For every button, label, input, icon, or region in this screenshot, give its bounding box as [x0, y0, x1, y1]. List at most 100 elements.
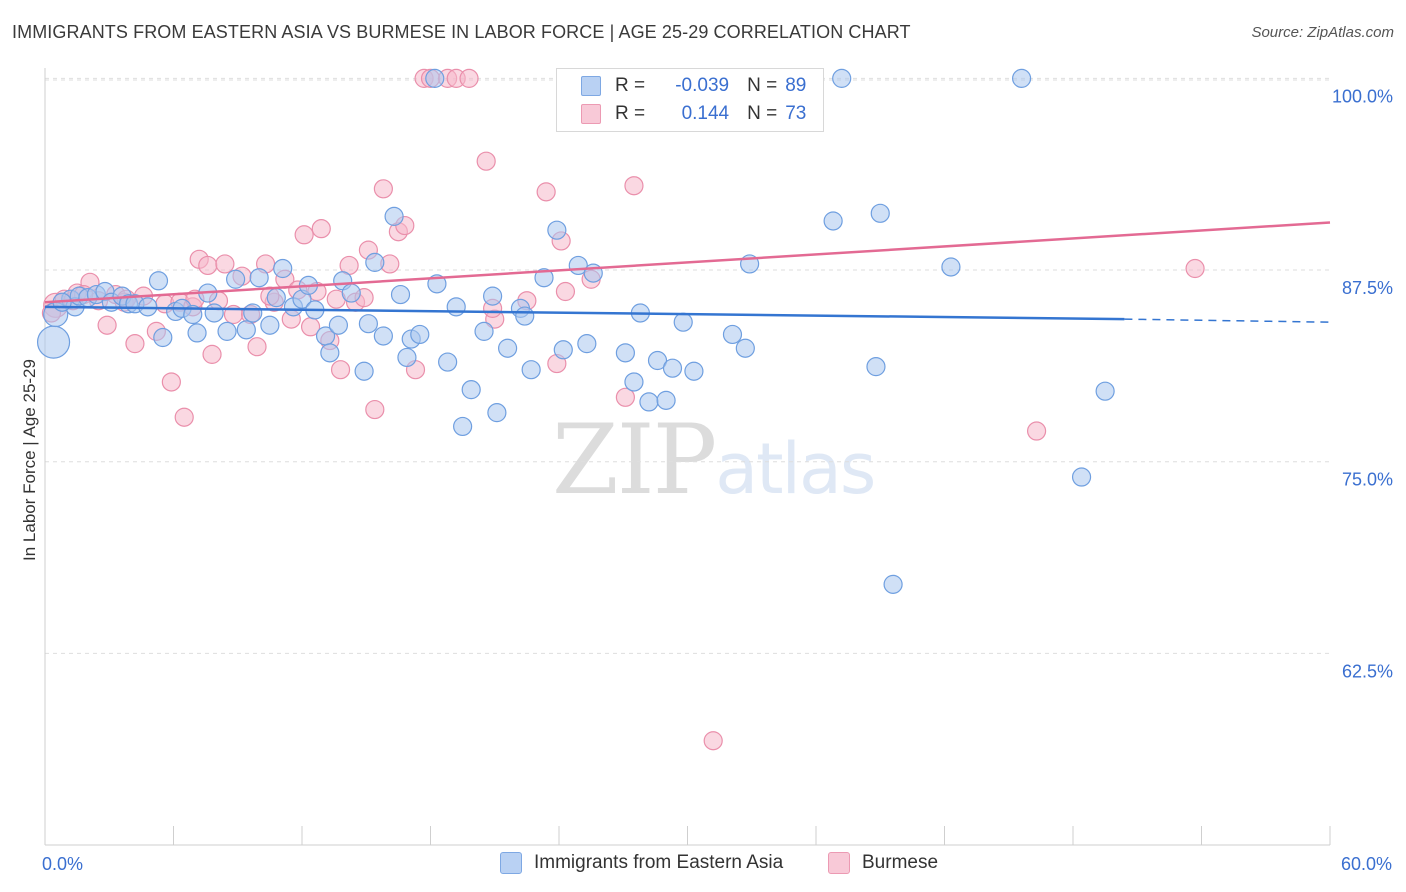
point-eastern-asia — [615, 343, 635, 363]
point-burmese — [615, 387, 635, 407]
point-eastern-asia — [553, 340, 573, 360]
trendline-eastern-asia — [44, 305, 1125, 321]
watermark-zip: ZIP — [552, 404, 717, 516]
bottom-legend-label: Burmese — [862, 852, 939, 873]
point-eastern-asia — [187, 323, 207, 343]
point-burmese — [215, 254, 235, 274]
x-tick-label: 60.0% — [1341, 854, 1392, 874]
y-tick-label: 87.5% — [1342, 278, 1393, 298]
point-eastern-asia — [673, 312, 693, 332]
point-eastern-asia — [866, 357, 886, 377]
point-burmese — [311, 219, 331, 239]
legend-n-label: N = — [747, 75, 778, 96]
legend-r-value: -0.039 — [675, 75, 730, 96]
y-axis-label: In Labor Force | Age 25-29 — [20, 359, 39, 561]
legend: R = -0.039 N = 89 R = 0.144 N = 73 — [556, 68, 824, 132]
point-eastern-asia — [153, 327, 173, 348]
bottom-legend-label: Immigrants from Eastern Asia — [534, 852, 784, 873]
point-eastern-asia — [474, 321, 494, 341]
point-eastern-asia — [438, 352, 458, 372]
point-burmese — [703, 731, 723, 751]
point-eastern-asia — [487, 403, 507, 423]
point-eastern-asia — [148, 271, 169, 291]
points-layer — [36, 68, 1205, 751]
point-eastern-asia — [390, 284, 411, 305]
point-eastern-asia — [823, 211, 843, 231]
legend-r-label: R = — [615, 75, 646, 96]
point-eastern-asia — [547, 220, 567, 240]
point-burmese — [373, 179, 393, 199]
point-eastern-asia — [1095, 381, 1115, 401]
point-eastern-asia — [656, 390, 676, 410]
legend-n-value: 89 — [785, 75, 807, 96]
point-eastern-asia — [373, 326, 393, 346]
point-burmese — [97, 315, 117, 335]
point-eastern-asia — [249, 268, 269, 288]
point-eastern-asia — [461, 380, 481, 400]
point-eastern-asia — [870, 203, 890, 223]
legend-n-label: N = — [747, 103, 778, 124]
point-eastern-asia — [832, 68, 852, 88]
point-burmese — [330, 360, 351, 380]
point-eastern-asia — [320, 343, 340, 363]
point-eastern-asia — [36, 325, 71, 359]
point-eastern-asia — [577, 334, 597, 354]
point-burmese — [459, 68, 479, 88]
point-eastern-asia — [328, 315, 349, 335]
x-tick-label: 0.0% — [42, 854, 83, 874]
point-burmese — [476, 151, 496, 171]
point-eastern-asia — [515, 306, 535, 326]
chart-title: IMMIGRANTS FROM EASTERN ASIA VS BURMESE … — [12, 22, 911, 42]
bottom-legend-swatch-pink — [828, 852, 850, 874]
point-burmese — [555, 281, 576, 302]
point-eastern-asia — [354, 361, 374, 381]
point-eastern-asia — [236, 320, 256, 340]
axis-layer — [44, 68, 1331, 846]
point-burmese — [365, 399, 385, 420]
point-eastern-asia — [425, 68, 445, 88]
point-burmese — [536, 182, 556, 202]
point-eastern-asia — [883, 574, 903, 594]
point-eastern-asia — [521, 360, 541, 380]
legend-row-burmese: R = 0.144 N = 73 — [581, 102, 806, 126]
bottom-legend-swatch-blue — [500, 852, 522, 874]
point-burmese — [1185, 258, 1205, 279]
watermark: ZIPatlas — [552, 404, 876, 516]
trendline-burmese — [44, 221, 1331, 304]
point-eastern-asia — [639, 392, 659, 412]
point-eastern-asia — [397, 347, 417, 368]
point-eastern-asia — [647, 350, 668, 371]
source-credit: Source: ZipAtlas.com — [1251, 24, 1394, 41]
point-eastern-asia — [260, 315, 280, 335]
point-eastern-asia — [1011, 68, 1032, 88]
point-eastern-asia — [226, 269, 246, 289]
point-eastern-asia — [1071, 467, 1092, 487]
point-eastern-asia — [273, 258, 293, 279]
point-eastern-asia — [204, 303, 224, 323]
watermark-atlas: atlas — [715, 428, 876, 510]
point-eastern-asia — [722, 324, 743, 345]
point-eastern-asia — [483, 286, 503, 306]
point-eastern-asia — [446, 297, 466, 317]
legend-r-value: 0.144 — [681, 103, 730, 124]
legend-row-eastern-asia: R = -0.039 N = 89 — [581, 74, 806, 98]
y-tick-label: 100.0% — [1332, 86, 1393, 106]
point-burmese — [161, 372, 181, 392]
bottom-legend-item-eastern-asia: Immigrants from Eastern Asia — [500, 852, 783, 874]
point-burmese — [174, 407, 194, 427]
legend-swatch-blue — [581, 76, 601, 96]
point-eastern-asia — [266, 288, 286, 308]
point-eastern-asia — [410, 324, 430, 345]
legend-r-label: R = — [615, 103, 646, 124]
point-burmese — [1026, 421, 1047, 441]
point-eastern-asia — [453, 416, 473, 437]
tick-label-layer: 62.5% 75.0% 87.5% 100.0% 0.0% 60.0% — [42, 86, 1393, 874]
point-burmese — [202, 344, 222, 364]
y-tick-label: 62.5% — [1342, 661, 1393, 681]
point-burmese — [294, 225, 314, 245]
legend-n-value: 73 — [785, 103, 807, 124]
point-eastern-asia — [217, 321, 237, 341]
point-eastern-asia — [684, 361, 704, 381]
point-eastern-asia — [662, 358, 683, 378]
